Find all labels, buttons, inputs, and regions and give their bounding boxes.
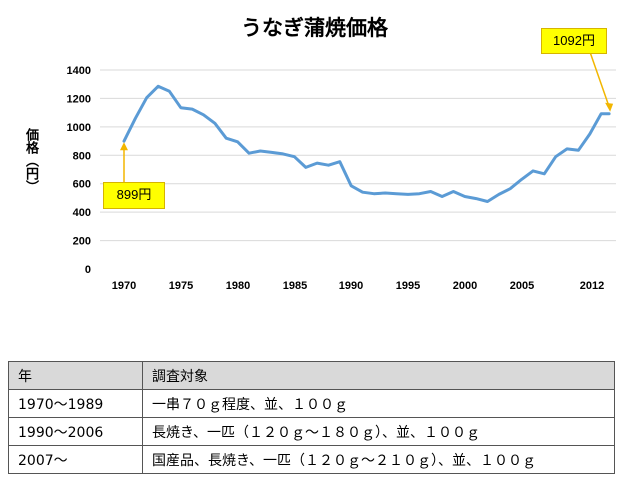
y-tick-label: 1400 xyxy=(67,65,91,77)
y-axis-label: 価格（円） xyxy=(23,128,38,193)
x-tick-label: 1990 xyxy=(339,280,363,292)
callout-arrows xyxy=(120,51,614,183)
y-tick-labels: 0 200 400 600 800 1000 1200 1400 xyxy=(67,65,91,276)
y-tick-label: 800 xyxy=(73,150,91,162)
table-row: 2007～ 国産品、長焼き、一匹（１２０ｇ～２１０ｇ）、並、１００ｇ xyxy=(8,445,615,474)
chart-title: うなぎ蒲焼価格 xyxy=(241,16,388,40)
y-tick-label: 400 xyxy=(73,207,91,219)
y-tick-label: 0 xyxy=(85,264,91,276)
gridlines xyxy=(100,69,616,242)
x-tick-label: 1985 xyxy=(283,280,307,292)
header-year: 年 xyxy=(8,361,143,390)
price-series xyxy=(122,84,611,203)
end-callout-arrowhead xyxy=(605,102,614,112)
header-survey-target: 調査対象 xyxy=(142,361,615,390)
table-row: 1990～2006 長焼き、一匹（１２０ｇ～１８０ｇ）、並、１００ｇ xyxy=(8,417,615,446)
x-tick-label: 1975 xyxy=(169,280,193,292)
y-tick-label: 1200 xyxy=(67,93,91,105)
survey-target-table: 年 調査対象 1970～1989 一串７０ｇ程度、並、１００ｇ 1990～200… xyxy=(8,361,615,474)
x-tick-labels: 1970 1975 1980 1985 1990 1995 2000 2005 2012 xyxy=(112,280,604,292)
y-tick-label: 600 xyxy=(73,179,91,191)
x-tick-label: 2005 xyxy=(510,280,534,292)
series-line xyxy=(122,84,611,203)
x-tick-label: 2012 xyxy=(580,280,604,292)
table-row: 1970～1989 一串７０ｇ程度、並、１００ｇ xyxy=(8,389,615,418)
x-tick-label: 1980 xyxy=(226,280,250,292)
cell-survey-target: 国産品、長焼き、一匹（１２０ｇ～２１０ｇ）、並、１００ｇ xyxy=(142,445,615,474)
x-tick-label: 1995 xyxy=(396,280,420,292)
cell-year: 1990～2006 xyxy=(8,417,143,446)
end-callout-arrow-line xyxy=(589,51,610,108)
start-price-callout: 899円 xyxy=(103,182,165,209)
end-price-callout: 1092円 xyxy=(541,28,607,54)
cell-survey-target: 長焼き、一匹（１２０ｇ～１８０ｇ）、並、１００ｇ xyxy=(142,417,615,446)
y-tick-label: 1000 xyxy=(67,122,91,134)
cell-survey-target: 一串７０ｇ程度、並、１００ｇ xyxy=(142,389,615,418)
y-tick-label: 200 xyxy=(73,236,91,248)
x-tick-label: 2000 xyxy=(453,280,477,292)
x-tick-label: 1970 xyxy=(112,280,136,292)
cell-year: 2007～ xyxy=(8,445,143,474)
start-callout-arrowhead xyxy=(120,142,128,151)
cell-year: 1970～1989 xyxy=(8,389,143,418)
table-header-row: 年 調査対象 xyxy=(8,361,615,390)
